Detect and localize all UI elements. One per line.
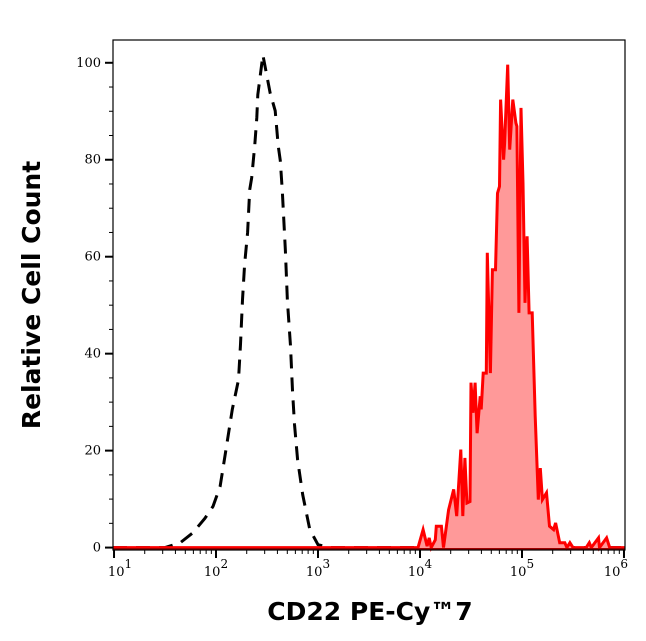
x-tick-label: 101 xyxy=(108,557,132,580)
y-axis-title: Relative Cell Count xyxy=(17,161,46,429)
series-line-0 xyxy=(113,54,625,550)
series-line-1 xyxy=(113,64,625,553)
y-tick-label: 40 xyxy=(84,347,101,362)
y-tick-label: 0 xyxy=(93,541,101,556)
y-tick-label: 80 xyxy=(84,153,101,168)
axis-layer: 0 20 40 60 80 100 101 102 103 104 105 106 xyxy=(76,56,628,580)
y-tick-label: 20 xyxy=(84,444,101,459)
x-axis-title: CD22 PE-Cy™7 xyxy=(267,597,472,626)
x-tick-label: 102 xyxy=(204,557,228,580)
plot-frame xyxy=(112,39,626,551)
x-tick-label: 103 xyxy=(306,557,330,580)
x-tick-label: 105 xyxy=(510,557,534,580)
y-tick-label: 100 xyxy=(76,56,101,71)
x-tick-label: 104 xyxy=(408,557,433,580)
y-tick-label: 60 xyxy=(84,250,101,265)
x-tick-label: 106 xyxy=(604,557,628,580)
series-layer xyxy=(113,54,625,553)
series-fill-1 xyxy=(113,64,625,550)
